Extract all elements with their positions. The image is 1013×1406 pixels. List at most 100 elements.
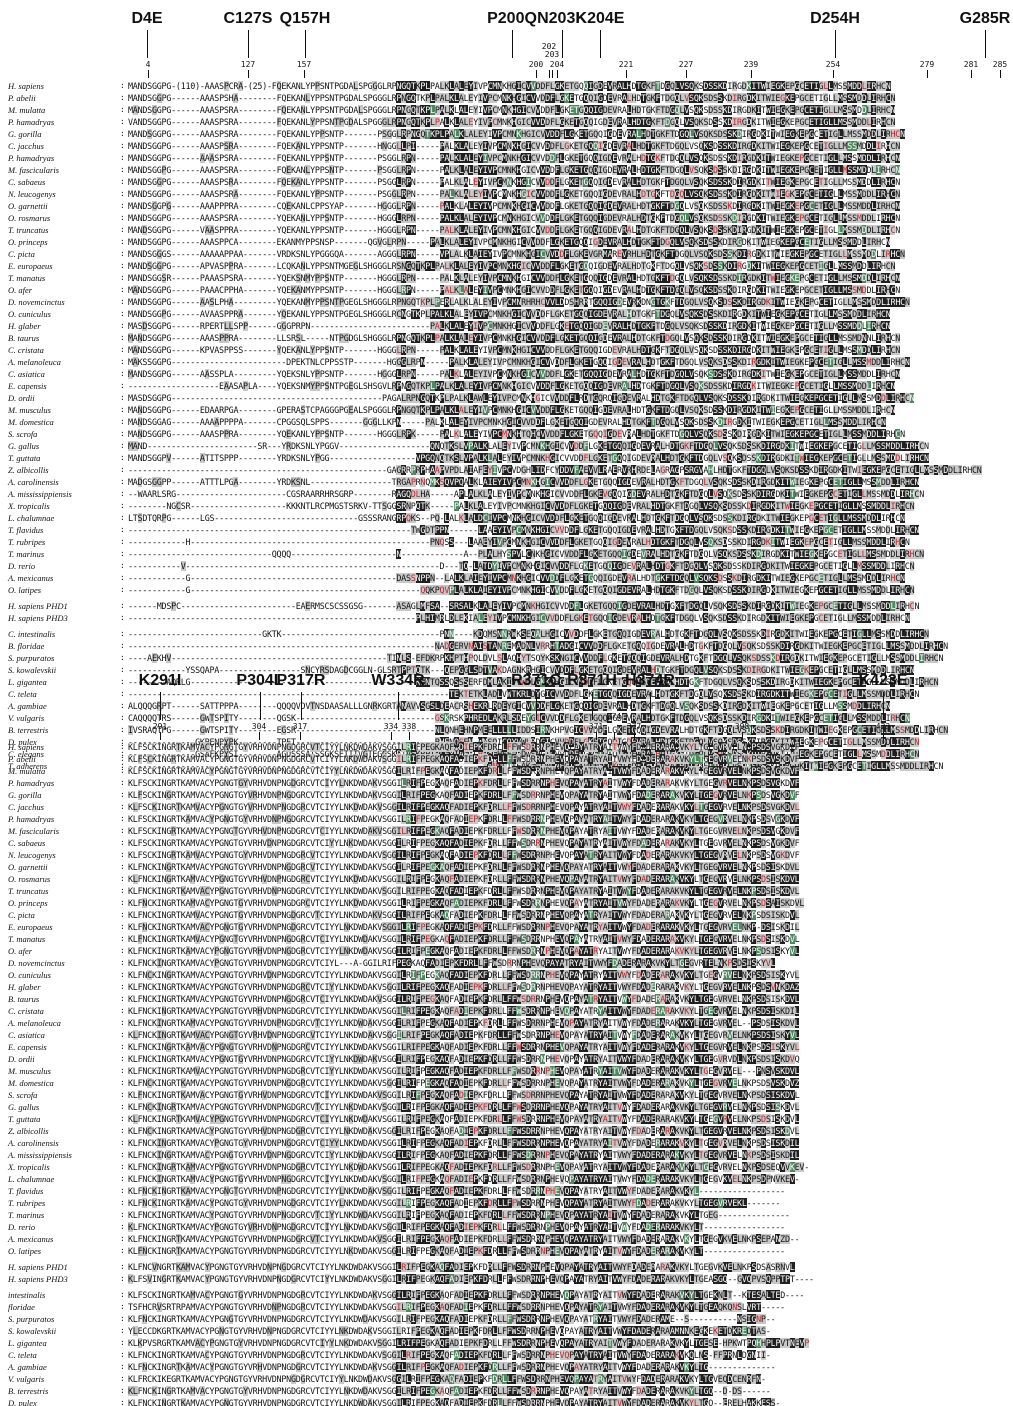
position-tick [248, 70, 249, 78]
position-tick [883, 732, 884, 740]
position-number: 374 [606, 712, 622, 721]
species-name: O. rosmarus [8, 874, 51, 884]
row-colon: : [120, 249, 125, 258]
row-colon: : [120, 1246, 125, 1255]
position-tick [391, 732, 392, 740]
species-name: B. taurus [8, 994, 40, 1004]
sequence-row: MANDSGGPG------AASSPLA---------YQEKSNLYP… [128, 369, 901, 379]
species-name: O. garnettii [8, 201, 48, 211]
sequence-row: TSFHCRVSRTRPAMVACYPGNGTGYVRHVDNPNGDGRCVT… [128, 1302, 785, 1312]
row-colon: : [120, 1262, 125, 1271]
species-name: O. latipes [8, 585, 42, 595]
species-name: P. abelii [8, 754, 36, 764]
species-name: C. cristata [8, 345, 44, 355]
sequence-row: KLFNCKINGRTKAMVACYPGNGTGYVRHVDNPNGDGRCVT… [128, 874, 800, 884]
sequence-row: MADGSGGPP------ATTTLPGA--------YRDKSNL--… [128, 477, 920, 487]
mutation-connector [147, 30, 148, 58]
sequence-row: KLFNCKINGRTKAMVACYPGNGTGYVRHVDNPNGDGRCVT… [128, 1234, 800, 1244]
sequence-row: KLFNCKINGRTKAMVACYPGNGTGYVRHVDNPNGDGRCVT… [128, 1042, 800, 1052]
row-colon: : [120, 1018, 125, 1027]
mutation-label: H374R [625, 672, 675, 689]
row-colon: : [120, 1030, 125, 1039]
row-colon: : [120, 1066, 125, 1075]
mutation-label: N203K [537, 10, 587, 27]
row-colon: : [120, 1138, 125, 1147]
row-colon: : [120, 898, 125, 907]
row-colon: : [120, 737, 125, 746]
row-colon: : [120, 862, 125, 871]
sequence-row: KLFNCKINGRTKAMVACYPGNGTGYVRHVDNPNGDGRCVT… [128, 1198, 781, 1208]
species-name: D. pulex [8, 1398, 37, 1406]
sequence-row: LTSDTQRPG------LGS----------------------… [128, 513, 905, 523]
species-name: floridae [8, 1302, 35, 1312]
row-colon: : [120, 1162, 125, 1171]
species-name: E. capensis [8, 381, 47, 391]
species-name: S. purpuratos [8, 1314, 55, 1324]
sequence-row: KLFNCKINGRTKAMVACYPGNGTGYVRHVDNPNGDGRCVT… [128, 898, 805, 908]
row-colon: : [120, 1350, 125, 1359]
species-name: A. gambiae [8, 701, 47, 711]
sequence-row: MANDSGGPV------ATITSPPP--------YRDKSNLYP… [128, 453, 929, 463]
row-colon: : [120, 1362, 125, 1371]
species-name: O. afer [8, 946, 33, 956]
row-colon: : [120, 994, 125, 1003]
species-name: M. musculus [8, 1066, 51, 1076]
row-colon: : [120, 417, 125, 426]
position-tick [549, 70, 550, 78]
row-colon: : [120, 946, 125, 955]
sequence-row: CAQQQQTRS------GWTSPITY--------QGSK-----… [128, 713, 910, 723]
sequence-row: KLFNCKINGRTKAMVACYPGNGTGYVRHVDNPNGDGRCVT… [128, 1114, 800, 1124]
row-colon: : [120, 141, 125, 150]
row-colon: : [120, 677, 125, 686]
species-name: C. picta [8, 249, 35, 259]
species-name: T. manatus [8, 273, 46, 283]
row-colon: : [120, 549, 125, 558]
sequence-row: KLFNCKINGRTKAMVACYPGNGTGYVRHVDNPNGDGRCVT… [128, 994, 800, 1004]
species-name: V. vulgaris [8, 1374, 45, 1384]
position-tick [833, 70, 834, 78]
row-colon: : [120, 1210, 125, 1219]
sequence-row: KLFNCKINGRTKAMVACYPGNGTGYVRHVDNPNGDGRCVT… [128, 1314, 776, 1324]
sequence-row: KLFSCKINGRTKAMVACYPGNGTGYVRHVDNPNGDGRCVT… [128, 850, 800, 860]
row-colon: : [120, 477, 125, 486]
sequence-row: MANDSGGPG------AAASPSRA--------FQEKANLYP… [128, 189, 901, 199]
row-colon: : [120, 1042, 125, 1051]
species-name: H. sapiens PHD3 [8, 1274, 68, 1284]
sequence-row: KLFNCKINGRTKAMVACYPGNGTGYVRHVDNPNGDGRCVT… [128, 1386, 771, 1396]
position-tick [557, 70, 558, 78]
sequence-row: KLFNCKINGRTKAMVACYPGNGTGYVRHVDNPNGDGRCVT… [128, 1090, 800, 1100]
mutation-connector [600, 30, 601, 58]
row-colon: : [120, 749, 125, 758]
sequence-row: MANDSGGPG------AAASPPRA--------YQEKANLYP… [128, 429, 905, 439]
sequence-row: KLFNCKINGRTKAMVACYPGNGTGYVRHVDNPNGDGRCVT… [128, 1398, 781, 1406]
row-colon: : [120, 1290, 125, 1299]
mutation-label: R371C [511, 672, 561, 689]
species-name: P. hamadryas [8, 814, 55, 824]
species-name: D. rerio [8, 1222, 36, 1232]
row-colon: : [120, 958, 125, 967]
sequence-row: KLFNCKINGRTKAMVACYPGNGTGYVRHVDNPNGDGRCVT… [128, 1078, 800, 1088]
row-colon: : [120, 1274, 125, 1283]
sequence-row: KLFSCKINGRTKAMVACYPGNGTGYVRHVDNPNGDGRCVT… [128, 1290, 805, 1300]
position-number: 338 [401, 722, 417, 731]
species-name: C. jacchus [8, 802, 44, 812]
species-name: P. hamadryas [8, 117, 55, 127]
species-name: B. terrestris [8, 725, 49, 735]
position-tick [300, 732, 301, 740]
row-colon: : [120, 701, 125, 710]
mutation-connector [985, 30, 986, 58]
sequence-row: MANDSGGPG------AAASPSRA--------FQEKANLYP… [128, 141, 901, 151]
sequence-row: KLFNCKINGRTKAMVACYPGNGTGYVRHVDNPNGDGRCVT… [128, 1102, 800, 1112]
position-tick [160, 732, 161, 740]
row-colon: : [120, 725, 125, 734]
sequence-row: YLECCDKGRTKAMVACYPGNGTGYVRHVDNPNGDGRCVTC… [128, 1326, 771, 1336]
species-name: C. teleta [8, 1350, 37, 1360]
species-name: T. marinus [8, 549, 45, 559]
sequence-row: --WAARLSRG-----------------------CGSRAAR… [128, 489, 925, 499]
species-name: H. sapiens PHD3 [8, 613, 68, 623]
sequence-row: MAND-----------------------SR---YRDKSNLY… [128, 441, 929, 451]
mutation-label: W334R [371, 672, 425, 689]
row-colon: : [120, 1314, 125, 1323]
mutation-label: P317R [276, 672, 326, 689]
